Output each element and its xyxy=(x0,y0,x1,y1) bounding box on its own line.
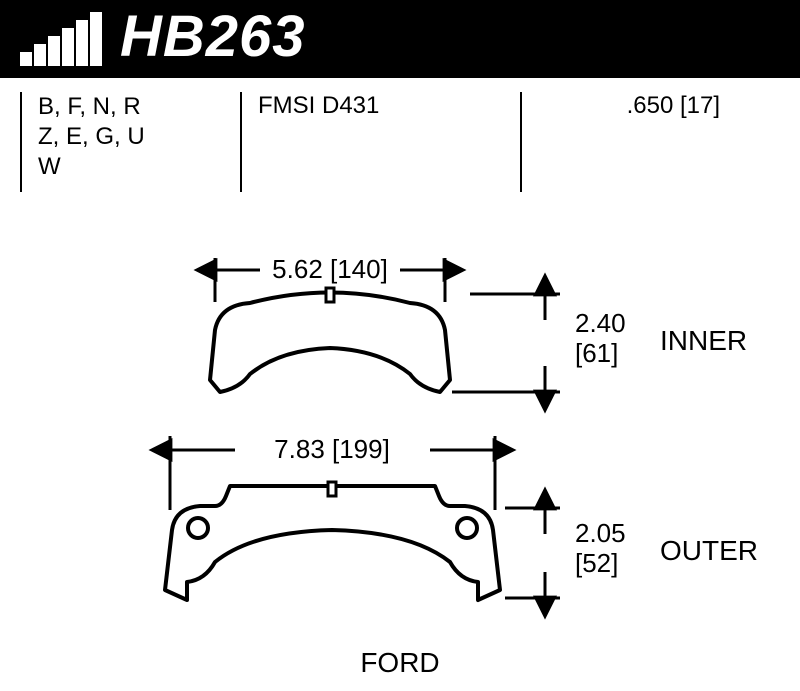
inner-height-mm: [61] xyxy=(575,338,618,368)
info-row: B, F, N, R Z, E, G, U W FMSI D431 .650 [… xyxy=(0,78,800,210)
brand-footer: FORD xyxy=(0,647,800,679)
compounds-list: B, F, N, R Z, E, G, U W xyxy=(20,92,240,192)
outer-height-in: 2.05 xyxy=(575,518,626,548)
thickness-spec: .650 [17] xyxy=(520,92,780,192)
diagram-area: 5.62 [140] 2.40 [61] INNER 7.8 xyxy=(0,210,800,690)
inner-height-dim: 2.40 [61] INNER xyxy=(452,294,747,392)
diagram-svg: 5.62 [140] 2.40 [61] INNER 7.8 xyxy=(0,210,800,690)
outer-label: OUTER xyxy=(660,535,758,566)
inner-label: INNER xyxy=(660,325,747,356)
outer-height-mm: [52] xyxy=(575,548,618,578)
outer-width-text: 7.83 [199] xyxy=(274,434,390,464)
inner-pad xyxy=(210,288,450,392)
header-bar: HB263 xyxy=(0,0,800,78)
inner-width-text: 5.62 [140] xyxy=(272,254,388,284)
part-number: HB263 xyxy=(120,8,306,66)
logo-blocks xyxy=(20,10,102,66)
outer-pad xyxy=(165,482,500,600)
outer-height-dim: 2.05 [52] OUTER xyxy=(505,508,758,598)
fmsi-code: FMSI D431 xyxy=(240,92,520,192)
inner-height-in: 2.40 xyxy=(575,308,626,338)
